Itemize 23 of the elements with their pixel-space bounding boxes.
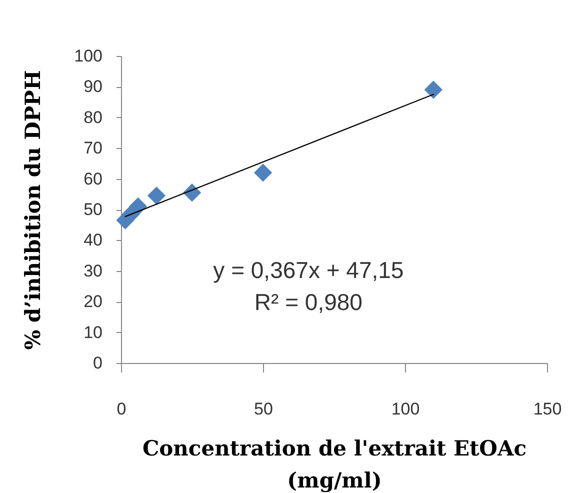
- y-tick-label: 0: [93, 354, 102, 372]
- annotation: y = 0,367x + 47,15: [213, 256, 404, 283]
- x-tick-label: 100: [391, 400, 420, 418]
- x-tick-label: 0: [116, 400, 126, 418]
- y-tick-label: 40: [84, 230, 102, 250]
- y-tick-label: 70: [84, 138, 102, 158]
- y-tick-label: 50: [84, 200, 102, 219]
- point: [147, 186, 166, 205]
- point: [254, 164, 272, 182]
- point: [128, 197, 148, 216]
- y-tick-label: 90: [84, 77, 102, 96]
- y-tick-label: 80: [84, 108, 102, 127]
- y-tick-label: 30: [84, 261, 102, 280]
- y-axis-title: % d’inhibition du DPPH: [20, 70, 46, 350]
- x-tick-label: 150: [533, 400, 562, 418]
- y-tick-label: 20: [84, 292, 102, 312]
- y-tick-label: 10: [84, 322, 102, 342]
- point: [424, 80, 442, 99]
- annotation: R² = 0,980: [254, 288, 362, 315]
- x-tick-label: 50: [254, 400, 273, 418]
- x-axis-title: Concentration de l'extrait EtOAc (mg/ml): [142, 436, 527, 492]
- y-tick-label: 60: [84, 169, 102, 188]
- y-tick-label: 100: [74, 46, 102, 66]
